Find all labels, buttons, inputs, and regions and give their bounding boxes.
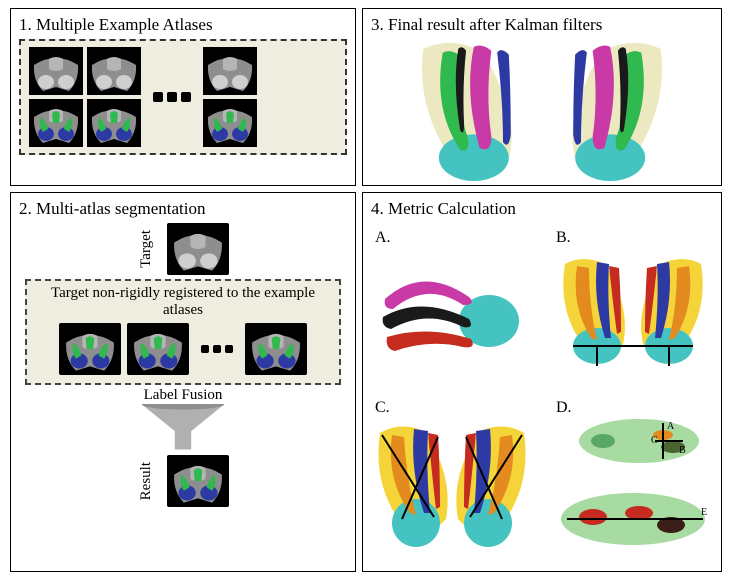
ct-seg-thumb <box>87 99 141 147</box>
panel-letter-a: A. <box>375 229 391 247</box>
metric-c-render <box>372 419 532 549</box>
panel-3-kalman-result: 3. Final result after Kalman filters <box>362 8 722 186</box>
atlas-pair-n <box>203 47 257 147</box>
panel-4-title: 4. Metric Calculation <box>371 199 713 219</box>
orbit-3d-right <box>551 41 681 181</box>
panel-1-title: 1. Multiple Example Atlases <box>19 15 347 35</box>
atlas-pair-1 <box>29 47 141 147</box>
result-label: Result <box>138 462 155 500</box>
panel-letter-d: D. <box>556 399 572 417</box>
mark-C: C <box>651 435 658 446</box>
panel-3-title: 3. Final result after Kalman filters <box>371 15 713 35</box>
ellipsis-icon <box>147 92 197 102</box>
target-ct <box>167 223 229 275</box>
panel-letter-b: B. <box>556 229 571 247</box>
result-thumb <box>167 455 229 507</box>
metric-panel-c: C. <box>371 399 532 559</box>
panel-2-title: 2. Multi-atlas segmentation <box>19 199 347 219</box>
mark-E: E <box>701 507 707 518</box>
metric-d-render: A B C E <box>553 409 713 559</box>
label-fusion-text: Label Fusion <box>19 387 347 404</box>
registration-caption: Target non-rigidly registered to the exa… <box>35 285 331 319</box>
metric-b-render <box>553 254 713 374</box>
registered-thumb <box>245 323 307 375</box>
metric-a-render <box>377 259 527 369</box>
funnel-icon <box>142 404 224 450</box>
ct-axial-thumb <box>203 47 257 95</box>
ct-axial-thumb <box>29 47 83 95</box>
result-row: Result <box>19 455 347 507</box>
target-row: Target <box>19 223 347 275</box>
mark-B: B <box>679 445 686 456</box>
orbit-3d-left <box>403 41 533 181</box>
metric-panel-a: A. <box>371 229 532 389</box>
panel-letter-c: C. <box>375 399 390 417</box>
metric-panel-b: B. <box>552 229 713 389</box>
panel-4-metric-calc: 4. Metric Calculation A. B. <box>362 192 722 572</box>
atlas-catalog <box>19 39 347 155</box>
ct-axial-thumb <box>87 47 141 95</box>
target-label: Target <box>138 230 155 268</box>
registered-thumb <box>127 323 189 375</box>
panel-2-multiatlas-seg: 2. Multi-atlas segmentation Target Targe… <box>10 192 356 572</box>
ellipsis-icon <box>195 345 239 353</box>
mark-A: A <box>667 421 675 432</box>
metric-panel-d: D. A B C <box>552 399 713 559</box>
registered-thumb <box>59 323 121 375</box>
ct-seg-thumb <box>203 99 257 147</box>
registration-box: Target non-rigidly registered to the exa… <box>25 279 341 385</box>
ct-seg-thumb <box>29 99 83 147</box>
panel-1-multiple-atlases: 1. Multiple Example Atlases <box>10 8 356 186</box>
